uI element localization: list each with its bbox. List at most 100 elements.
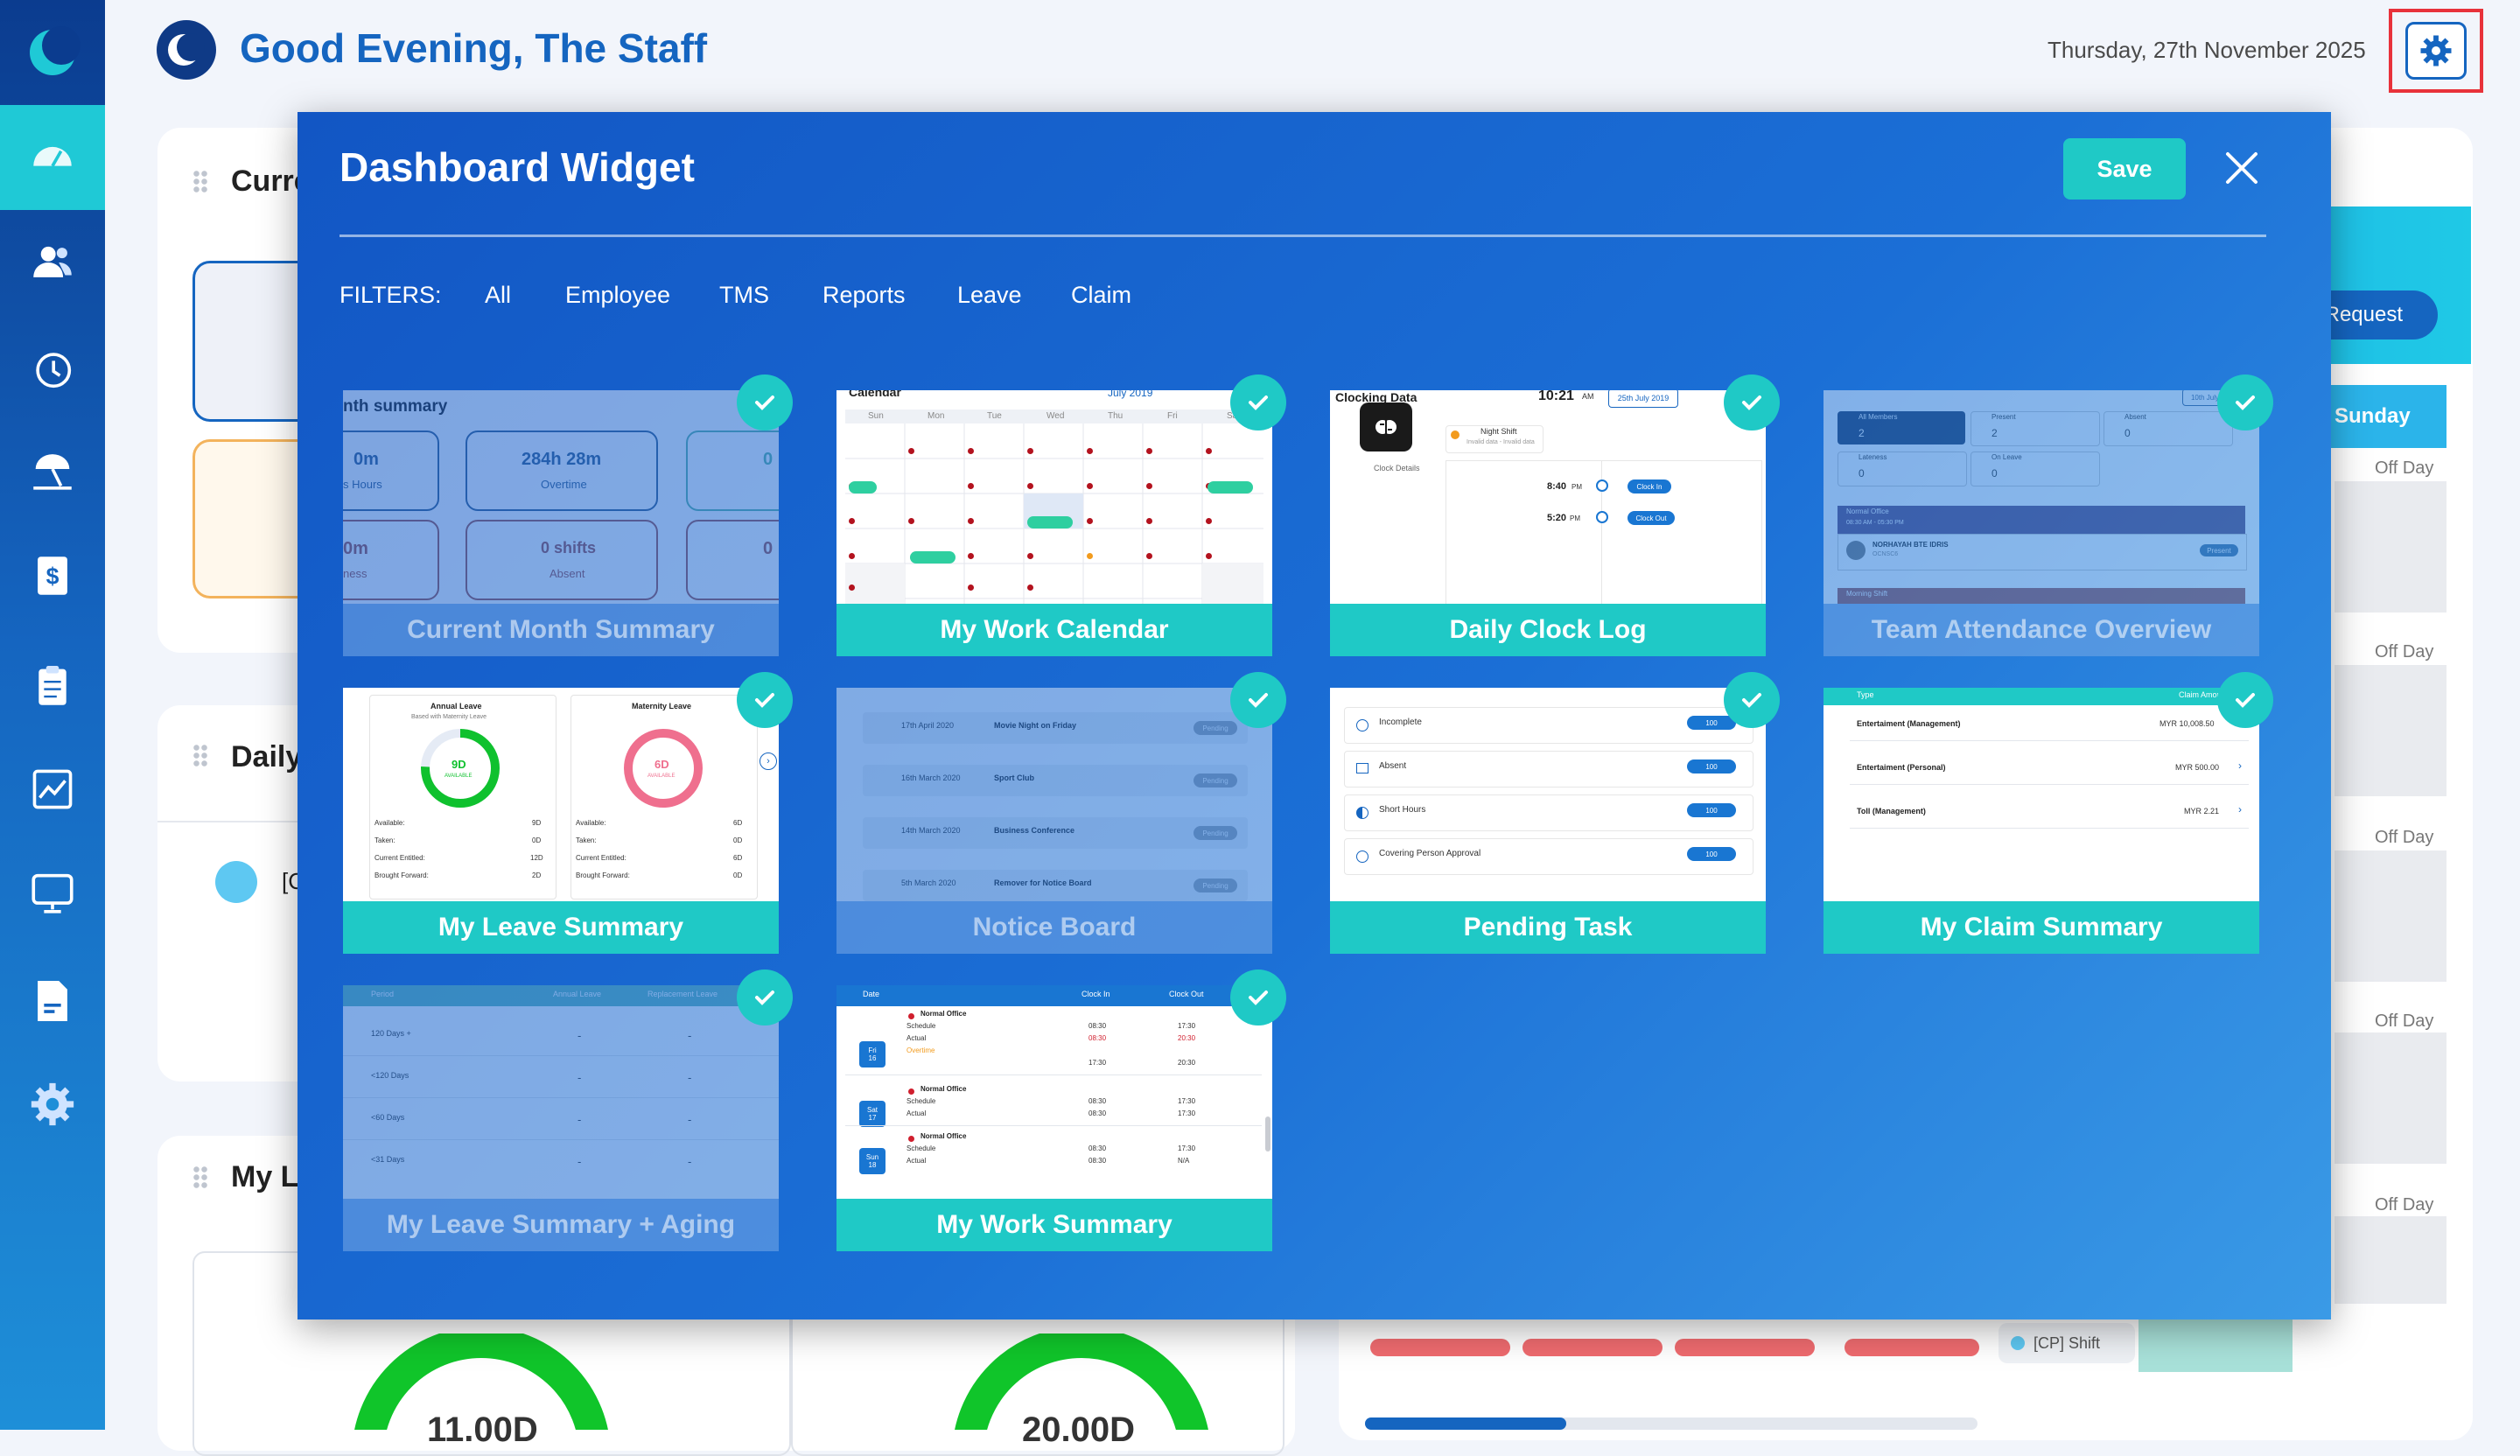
time-value: 17:30 [1178,1097,1196,1105]
check-icon [2236,396,2255,410]
sidebar-item-people[interactable] [0,210,105,315]
check-icon [1742,693,1761,708]
notice-row [863,817,1248,849]
task-count: 100 [1687,803,1736,817]
filter-employee[interactable]: Employee [565,282,671,308]
shift-header [1838,588,2245,604]
selected-check[interactable] [737,672,793,728]
selected-check[interactable] [1230,672,1286,728]
filter-tms[interactable]: TMS [719,282,769,308]
shift-name: Night Shift [1480,427,1517,436]
calendar-event [1027,584,1033,591]
calendar-icon [1356,763,1368,774]
calendar-cell [2138,1309,2292,1372]
shift-header [1838,506,2245,534]
selected-check[interactable] [1724,672,1780,728]
selected-check[interactable] [2217,374,2273,430]
calendar-event [1146,448,1152,454]
selected-check[interactable] [2217,672,2273,728]
aging-period: 120 Days + [371,1029,411,1038]
filter-claim[interactable]: Claim [1071,282,1132,308]
summary-box [686,520,779,600]
off-day-label: Off Day [2375,1195,2434,1214]
widget-my-leave-summary-aging[interactable]: Period Annual Leave Replacement Leave 12… [343,970,793,1251]
save-button[interactable]: Save [2063,138,2186,200]
widget-preview: 17th April 2020 Movie Night on Friday Pe… [836,688,1272,901]
leave-gauge [354,1334,608,1430]
summary-value: 0m [343,539,368,558]
widget-label: Daily Clock Log [1330,604,1766,656]
widget-notice-board[interactable]: 17th April 2020 Movie Night on Friday Pe… [836,672,1286,954]
holiday-pill [1208,481,1253,494]
tab-active[interactable] [1365,1418,1566,1430]
calendar-event [1146,553,1152,559]
clipboard-icon [38,666,66,705]
preview-month: July 2019 [1108,390,1153,399]
widget-team-attendance-overview[interactable]: 10th July 2019 All Members 2 Present 2 A… [1824,374,2273,656]
status-badge: Pending [1194,774,1237,788]
widget-preview: Date Clock In Clock Out Fri 16 Normal Off… [836,985,1272,1199]
calendar-day-header: Sunday [2319,385,2446,448]
filter-reports[interactable]: Reports [822,282,906,308]
sidebar-item-training[interactable] [0,840,105,945]
time-value: 08:30 [1088,1022,1107,1030]
selected-check[interactable] [737,374,793,430]
off-day-label: Off Day [2375,642,2434,662]
sidebar-item-claim[interactable]: $ [0,523,105,628]
scrollbar[interactable] [1265,1116,1270,1152]
widget-my-leave-summary[interactable]: Annual Leave Based with Maternity Leave … [343,672,793,954]
close-button[interactable] [2217,144,2266,192]
widget-my-work-calendar[interactable]: Calendar July 2019 Sun Mon Tue Wed Thu F… [836,374,1286,656]
monitor-icon [32,873,74,914]
filter-all[interactable]: All [485,282,512,308]
drag-handle-icon[interactable] [192,744,208,766]
widget-my-claim-summary[interactable]: Type Claim Amou Entertaiment (Management… [1824,672,2273,954]
sidebar-item-tasks[interactable] [0,634,105,738]
widget-label: My Leave Summary + Aging [343,1199,779,1251]
aging-value: - [578,1029,582,1042]
widget-daily-clock-log[interactable]: Clocking Data 10:21 AM 25th July 2019 Ni… [1330,374,1780,656]
chart-icon [32,769,73,809]
summary-label: ness [343,567,368,580]
widget-preview: 10th July 2019 All Members 2 Present 2 A… [1824,390,2259,604]
selected-check[interactable] [1230,374,1286,430]
time-value: 17:30 [1178,1110,1196,1117]
selected-check[interactable] [737,970,793,1026]
sidebar-item-reports[interactable] [0,737,105,842]
app-logo[interactable] [0,0,105,105]
filter-leave[interactable]: Leave [957,282,1022,308]
clock-in-badge: Clock In [1628,480,1671,494]
shift-time: 08:30 AM - 05:30 PM [1846,520,1904,526]
stat-label: Present [1992,413,2016,421]
widget-pending-task[interactable]: Incomplete 100 Absent 100 Short Hours 10… [1330,672,1780,954]
selected-check[interactable] [1724,374,1780,430]
status-dot [908,1013,914,1019]
calendar-cell [2334,850,2446,982]
check-icon [1249,990,1268,1005]
widget-my-work-summary[interactable]: Date Clock In Clock Out Fri 16 Normal Off… [836,970,1286,1251]
divider [1850,740,2249,741]
drag-handle-icon[interactable] [192,170,208,192]
sidebar-item-settings[interactable] [0,1052,105,1157]
calendar-event [1206,518,1212,524]
sidebar-item-leave[interactable] [0,416,105,522]
widget-current-month-summary[interactable]: nth summary 0m s Hours 284h 28m Overtime… [343,374,793,656]
leave-sub: Based with Maternity Leave [411,714,486,720]
leave-row-value: 2D [532,872,542,879]
sidebar-item-history[interactable] [0,317,105,422]
status-dot [215,861,257,903]
selected-check[interactable] [1230,970,1286,1026]
day-number: 16 [868,1054,877,1062]
column-header: Claim Amou [2179,690,2222,699]
stat-value: 0 [1992,467,1998,480]
notice-date: 16th March 2020 [901,774,961,782]
dashboard-settings-button[interactable] [2389,9,2483,93]
time-value: 08:30 [1088,1034,1107,1042]
aging-table-header [343,985,779,1006]
drag-handle-icon[interactable] [192,1166,208,1188]
weekday: Thu [1108,411,1124,421]
sidebar-item-documents[interactable] [0,948,105,1054]
sidebar-item-dashboard[interactable] [0,105,105,210]
shift-name: Normal Office [920,1132,967,1140]
status-dot [1451,430,1460,439]
